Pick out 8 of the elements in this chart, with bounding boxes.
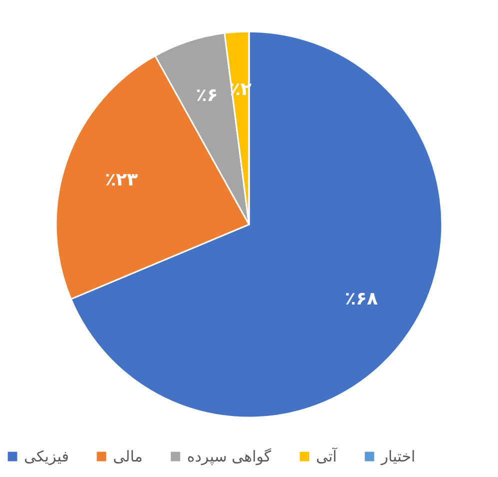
legend-label: آتی — [316, 446, 338, 466]
data-label: ٪۶ — [196, 85, 218, 106]
legend-label: گواهی سپرده — [187, 448, 272, 466]
legend-label: اختیار — [380, 448, 416, 466]
legend-label: فیزیکی — [24, 448, 69, 466]
data-label: ٪۶۸ — [344, 288, 378, 310]
legend-label: مالی — [113, 448, 143, 466]
data-label: ٪۲۳ — [104, 169, 138, 190]
